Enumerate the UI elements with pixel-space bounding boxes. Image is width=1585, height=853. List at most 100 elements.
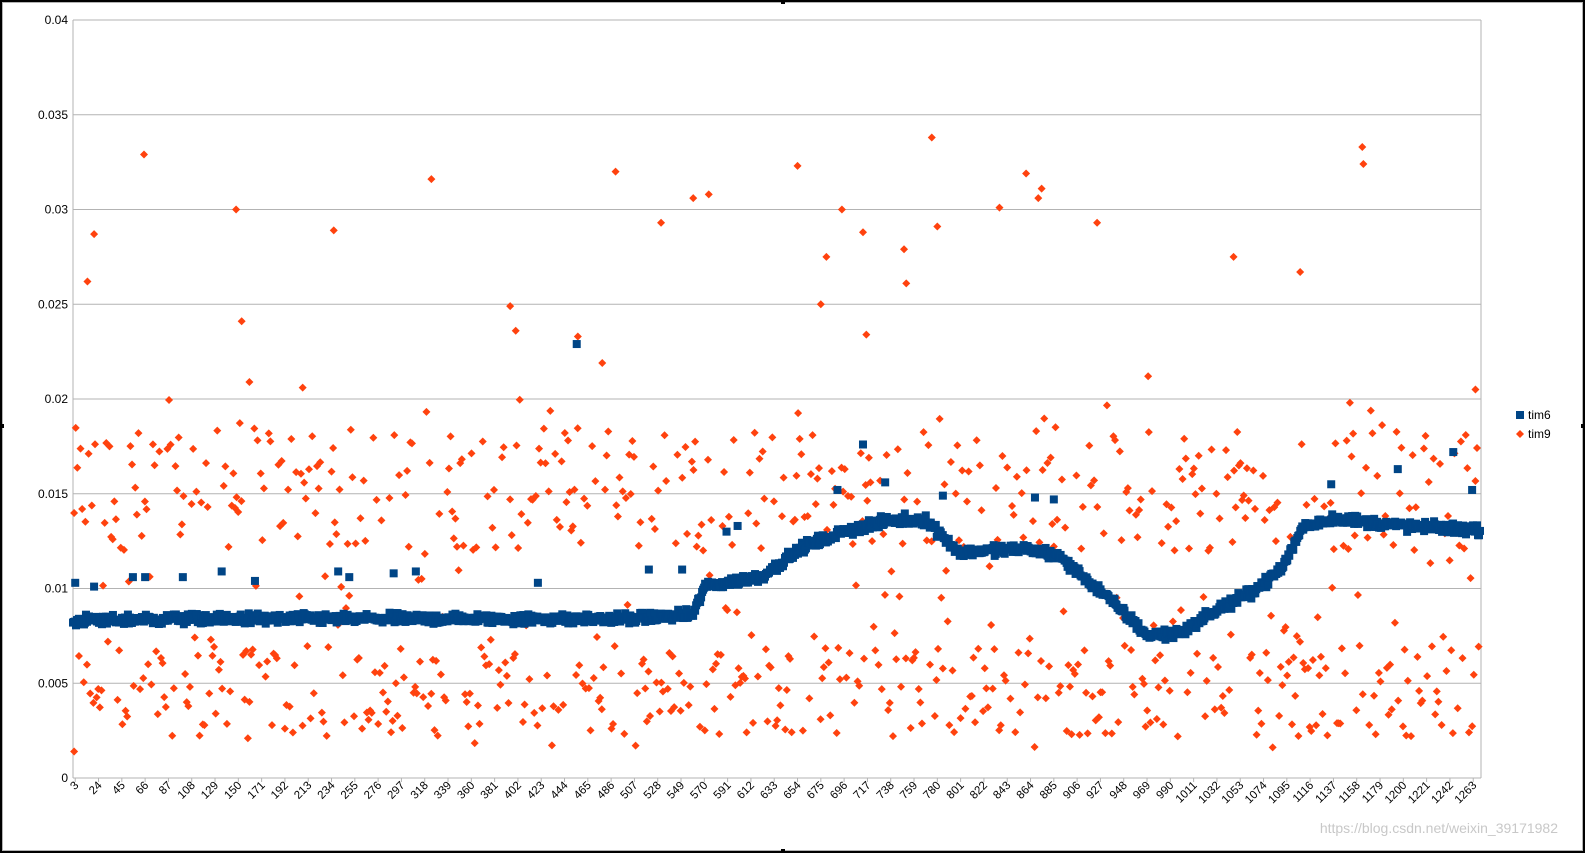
x-tick-label: 1032 [1196,780,1223,807]
tim9-point [1006,694,1015,703]
tim9-point [1349,429,1358,438]
tim9-point [1205,543,1214,552]
tim9-point [584,684,593,693]
tim9-point [1101,729,1110,738]
tim9-point [443,487,452,496]
tim9-point [457,455,466,464]
tim9-point [451,514,460,523]
tim9-point [1296,268,1305,277]
tim9-point [155,447,164,456]
tim9-point [995,203,1004,212]
tim9-point [1355,641,1364,650]
tim9-point [1284,657,1293,666]
tim9-point [991,483,1000,492]
tim9-point [720,467,729,476]
tim9-point [480,652,489,661]
x-tick-label: 885 [1038,780,1060,802]
tim9-point [636,518,645,527]
tim9-point [760,494,769,503]
tim9-point [1411,503,1420,512]
tim9-point [1033,693,1042,702]
tim9-point [942,566,951,575]
tim9-point [1255,668,1264,677]
tim9-point [1212,489,1221,498]
tim9-point [562,498,571,507]
tim9-point [1170,546,1179,555]
selection-handle-top[interactable] [781,0,785,4]
tim9-point [1463,464,1472,473]
tim9-point [1038,466,1047,475]
x-tick-label: 192 [269,780,291,802]
tim9-point [266,437,275,446]
x-tick-label: 66 [134,780,152,798]
tim9-point [692,542,701,551]
tim9-point [560,428,569,437]
tim9-point [1041,694,1050,703]
tim9-point [885,698,894,707]
tim9-point [533,721,542,730]
tim9-point [1133,533,1142,542]
tim6-point [1462,530,1471,539]
tim9-point [964,467,973,476]
selection-handle-right[interactable] [1581,424,1585,428]
tim9-point [855,681,864,690]
tim9-point [195,731,204,740]
tim9-point [753,672,762,681]
tim9-point [1156,651,1165,660]
tim9-point [91,440,100,449]
tim9-point [387,728,396,737]
tim9-point [322,731,331,740]
tim9-point [1389,541,1398,550]
tim9-point [1215,514,1224,523]
tim9-point [646,711,655,720]
tim9-point [850,698,859,707]
tim9-point [924,441,933,450]
tim6-point [779,558,788,567]
tim9-point [851,581,860,590]
tim9-point [383,697,392,706]
tim9-point [1390,618,1399,627]
tim9-point [1432,687,1441,696]
y-tick-label: 0.015 [38,487,68,501]
tim9-point [903,468,912,477]
selection-handle-bottom[interactable] [781,849,785,853]
tim9-point [530,708,539,717]
tim9-point [1048,519,1057,528]
tim6-point [128,573,137,582]
tim9-point [95,703,104,712]
tim9-point [340,718,349,727]
tim9-point [1408,451,1417,460]
tim9-point [97,686,106,695]
tim9-point [1149,621,1158,630]
tim9-point [395,471,404,480]
tim9-point [1297,440,1306,449]
tim9-point [602,451,611,460]
tim9-point [1231,503,1240,512]
x-tick-label: 612 [735,780,757,802]
tim9-point [515,395,524,404]
tim9-point [1397,443,1406,452]
selection-handle-left[interactable] [0,424,4,428]
tim9-point [689,194,698,203]
tim9-point [1194,451,1203,460]
tim9-point [1065,682,1074,691]
tim9-point [329,443,338,452]
tim9-point [92,693,101,702]
tim9-point [119,545,128,554]
tim9-point [1003,463,1012,472]
x-tick-label: 843 [991,780,1013,802]
tim9-point [729,435,738,444]
tim9-point [1151,656,1160,665]
tim9-point [76,444,85,453]
tim9-point [689,466,698,475]
tim9-point [203,502,212,511]
tim9-point [255,661,264,670]
tim9-point [1474,642,1483,651]
tim9-point [877,685,886,694]
tim9-point [1296,637,1305,646]
tim9-point [1431,710,1440,719]
tim9-point [768,433,777,442]
tim9-point [1139,679,1148,688]
tim9-point [1037,656,1046,665]
